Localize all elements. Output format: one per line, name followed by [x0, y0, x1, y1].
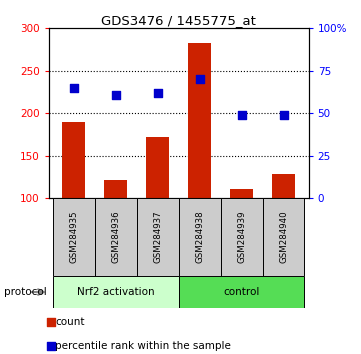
Bar	[95, 198, 137, 276]
Bar	[188, 43, 211, 198]
Bar	[137, 198, 179, 276]
Point	[197, 76, 203, 82]
Bar	[221, 198, 262, 276]
Text: protocol: protocol	[4, 287, 46, 297]
Text: GSM284940: GSM284940	[279, 211, 288, 263]
Point	[280, 112, 286, 118]
Text: GSM284935: GSM284935	[69, 211, 78, 263]
Text: Nrf2 activation: Nrf2 activation	[77, 287, 155, 297]
Point	[239, 112, 244, 118]
Text: control: control	[223, 287, 260, 297]
Point	[48, 319, 54, 325]
Bar	[53, 198, 95, 276]
Text: GSM284939: GSM284939	[237, 211, 246, 263]
Bar	[53, 276, 179, 308]
Bar	[62, 122, 86, 198]
Text: count: count	[55, 317, 84, 327]
Title: GDS3476 / 1455775_at: GDS3476 / 1455775_at	[101, 14, 256, 27]
Bar	[179, 198, 221, 276]
Bar	[262, 198, 304, 276]
Text: percentile rank within the sample: percentile rank within the sample	[55, 341, 231, 350]
Bar	[179, 276, 304, 308]
Point	[155, 90, 161, 96]
Point	[113, 92, 119, 97]
Bar	[230, 189, 253, 198]
Point	[48, 343, 54, 348]
Bar	[272, 175, 295, 198]
Text: GSM284937: GSM284937	[153, 211, 162, 263]
Point	[71, 85, 77, 91]
Text: GSM284938: GSM284938	[195, 211, 204, 263]
Bar	[104, 181, 127, 198]
Bar	[146, 137, 169, 198]
Text: GSM284936: GSM284936	[111, 211, 120, 263]
